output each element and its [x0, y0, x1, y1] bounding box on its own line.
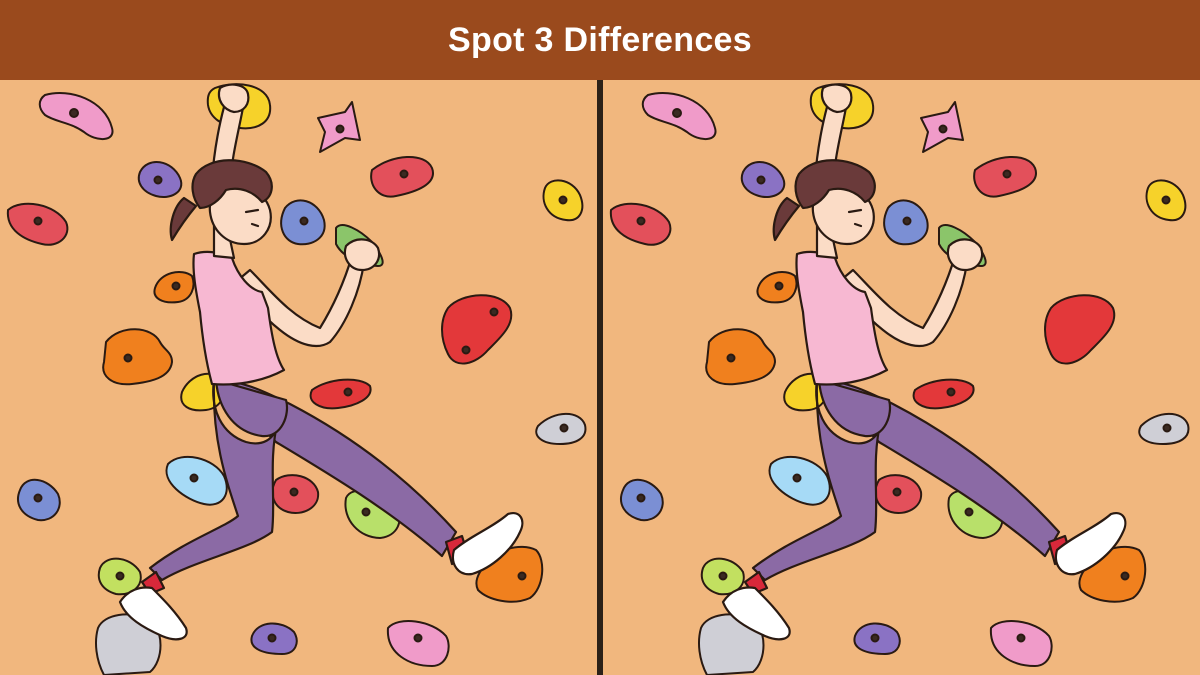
hold-purple-bottom	[250, 622, 298, 655]
hold-pink-bottom	[989, 620, 1053, 667]
right-picture-panel[interactable]	[603, 80, 1200, 675]
hold-purple-bottom	[853, 622, 901, 655]
climber-scene-left	[6, 83, 587, 675]
hold-blue-left	[620, 479, 664, 522]
hold-pink-star	[317, 101, 361, 153]
hold-grey-right	[535, 412, 587, 445]
hold-pink-bottom	[386, 620, 450, 667]
hold-grey-bottom	[698, 613, 765, 675]
hold-red-mid	[912, 378, 975, 410]
hold-orange-small	[153, 271, 195, 304]
hold-red-big	[441, 294, 513, 365]
climber-figure	[721, 83, 1127, 641]
title-banner: Spot 3 Differences	[0, 0, 1200, 80]
hold-grey-bottom	[95, 613, 162, 675]
climber-scene-right	[609, 83, 1190, 675]
hold-blue-center	[883, 199, 929, 246]
hold-lightblue	[768, 455, 831, 506]
hold-orange-big	[102, 328, 173, 386]
hold-yellow-right	[542, 179, 584, 222]
hold-pink-top-left	[641, 92, 717, 140]
climber-figure	[118, 83, 524, 641]
left-picture-panel[interactable]	[0, 80, 597, 675]
hold-blue-left	[17, 479, 61, 522]
hold-red-big	[1044, 294, 1116, 365]
hold-orange-small	[756, 271, 798, 304]
hold-red-left	[609, 202, 672, 246]
hold-grey-right	[1138, 412, 1190, 445]
hold-lightblue	[165, 455, 228, 506]
hold-red-mid	[309, 378, 372, 410]
puzzle-title: Spot 3 Differences	[448, 20, 752, 59]
hold-orange-big	[705, 328, 776, 386]
hold-red-small-center	[271, 474, 320, 514]
hold-yellow-right	[1145, 179, 1187, 222]
hold-purple-left	[137, 161, 183, 198]
hold-red-small-center	[874, 474, 923, 514]
hold-pink-star	[920, 101, 964, 153]
hold-red-left	[6, 202, 69, 246]
hold-blue-center	[280, 199, 326, 246]
hold-red-upper-right	[973, 155, 1037, 198]
panel-divider	[597, 80, 603, 675]
hold-pink-top-left	[38, 92, 114, 140]
hold-purple-left	[740, 161, 786, 198]
hold-red-upper-right	[370, 155, 434, 198]
